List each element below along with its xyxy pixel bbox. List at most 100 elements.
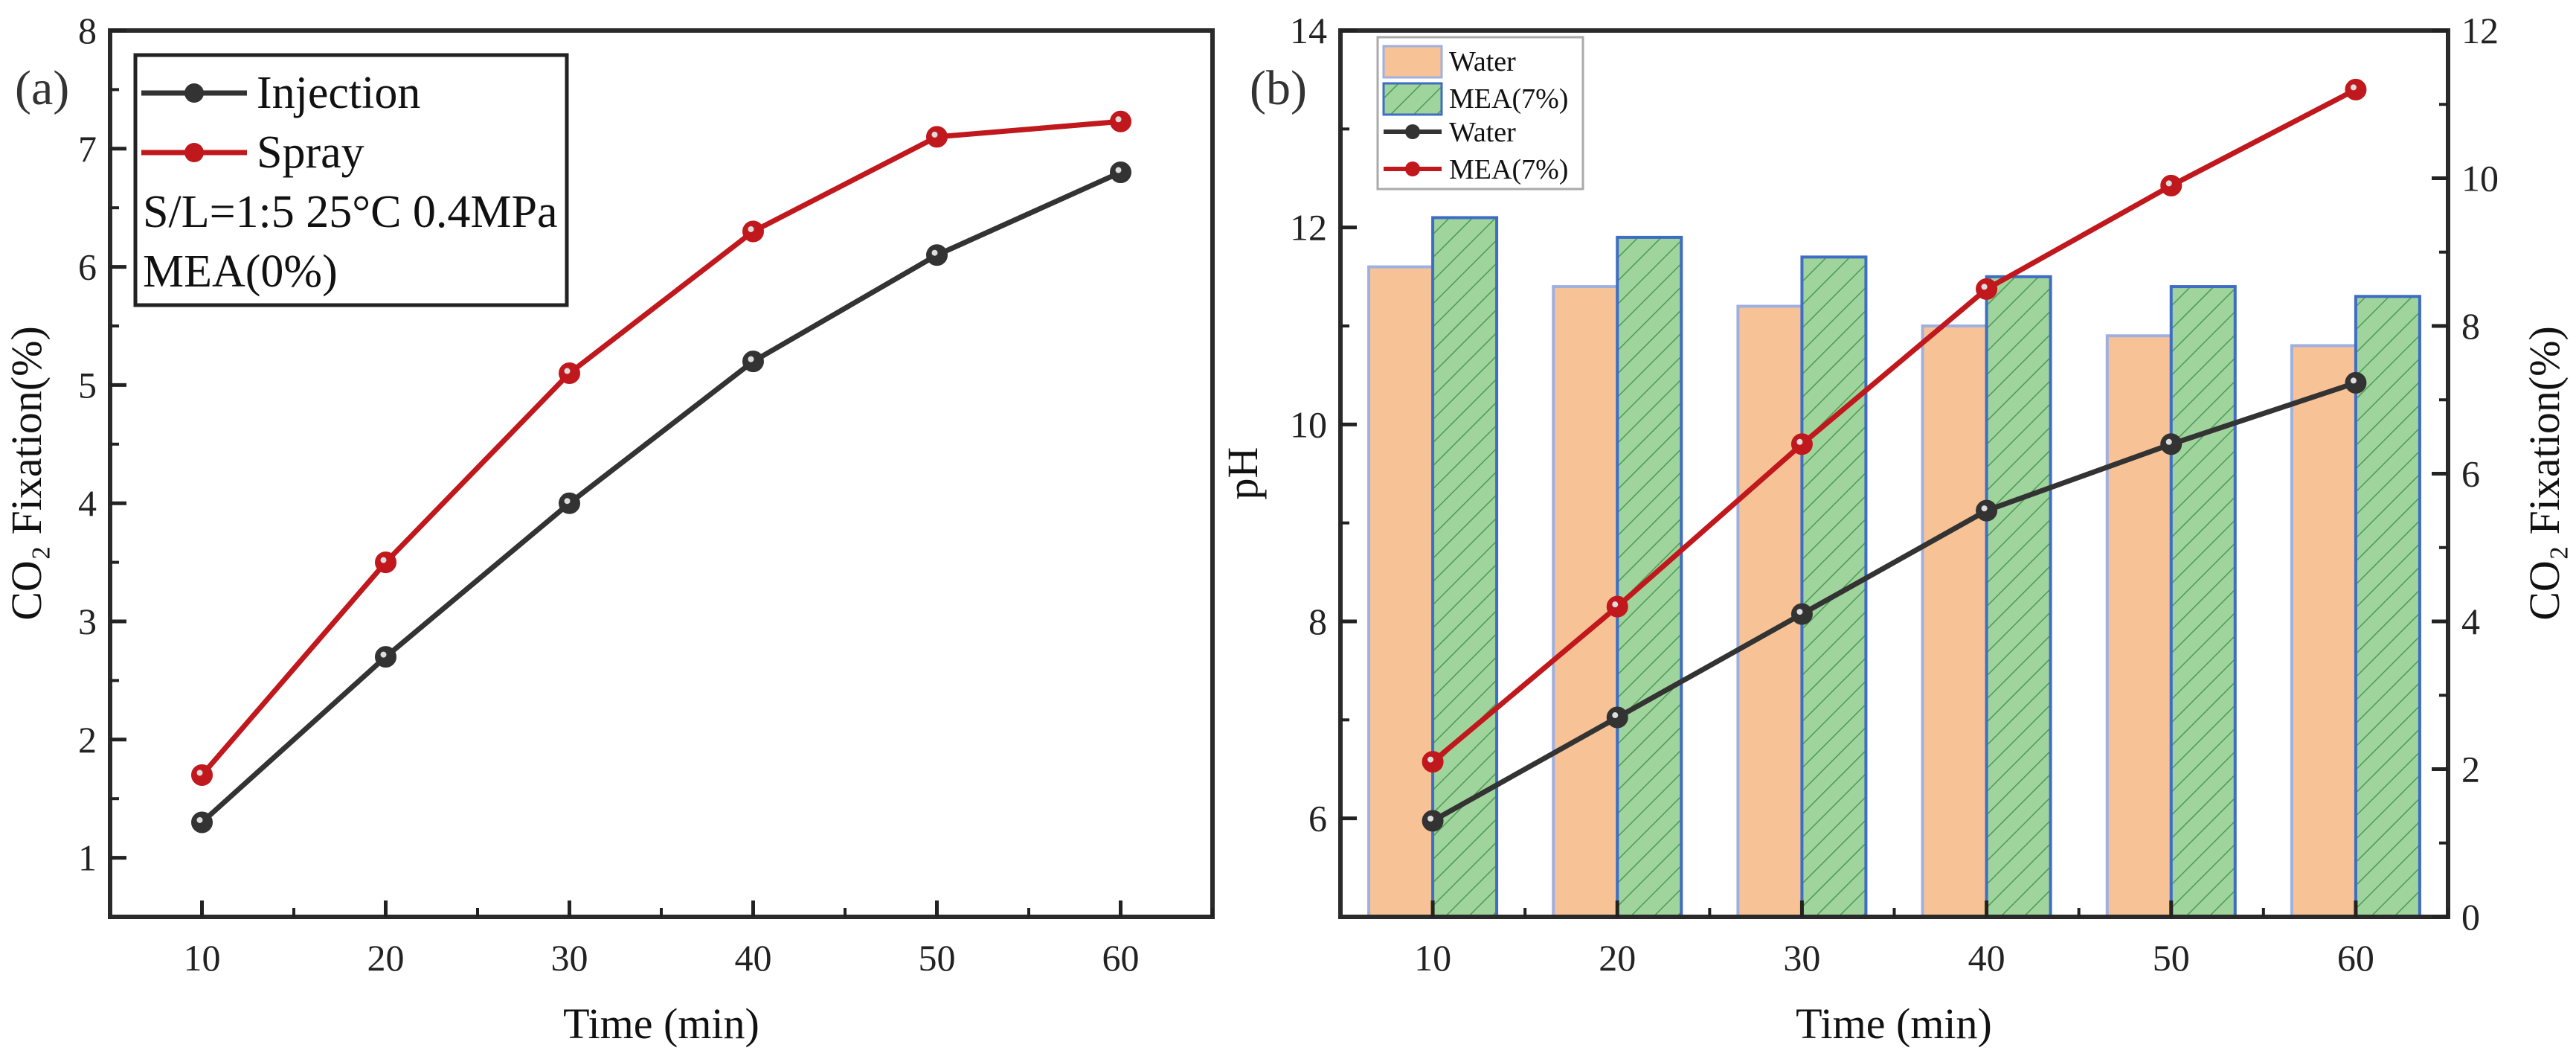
y-tick-label: 8 <box>2461 305 2480 347</box>
y-tick-label: 12 <box>1290 207 1327 249</box>
line-series-1-point-highlight <box>1796 438 1803 445</box>
bar-water <box>2105 334 2173 918</box>
y-tick-label: 6 <box>2461 453 2480 495</box>
series-injection-point-highlight <box>380 651 387 658</box>
series-spray-point <box>375 551 396 574</box>
legend: Injection Spray S/L=1:5 25°C 0.4MPa MEA(0%) <box>133 53 569 307</box>
legend-annotation: MEA(0%) <box>143 246 338 297</box>
series-spray-point <box>742 220 764 243</box>
y-tick-label: 12 <box>2461 10 2499 51</box>
bar-mea <box>2354 295 2421 918</box>
series-spray-point-highlight <box>564 368 571 374</box>
line-series-1-point <box>1976 278 1998 300</box>
series-spray-point <box>559 362 580 385</box>
line-series-1-point-highlight <box>1427 756 1434 763</box>
line-series-0-point-highlight <box>1981 505 1988 512</box>
legend-marker-1 <box>1405 161 1420 176</box>
series-injection-point-highlight <box>1115 167 1122 173</box>
legend-label: MEA(7%) <box>1449 154 1568 185</box>
y-tick-label: 6 <box>78 246 97 288</box>
line-series-1-point-highlight <box>2165 180 2172 187</box>
legend-label: Water <box>1449 117 1516 148</box>
y-tick-label: 10 <box>1290 403 1327 445</box>
x-tick-label: 10 <box>184 937 221 979</box>
y-tick-label: 7 <box>78 128 97 170</box>
line-series-1-line <box>1430 87 2357 764</box>
line-series-0-point <box>2345 371 2367 394</box>
x-tick-label: 50 <box>2153 937 2190 979</box>
line-series-1-point <box>2160 174 2182 196</box>
legend-annotation: S/L=1:5 25°C 0.4MPa <box>143 187 558 237</box>
series-injection-point-highlight <box>931 249 938 256</box>
legend-marker-0 <box>184 83 204 103</box>
y-tick-label: 3 <box>78 601 97 642</box>
series-injection-point-highlight <box>564 498 571 505</box>
x-tick-label: 50 <box>919 937 956 979</box>
line-series-1-point <box>1790 433 1813 455</box>
series-injection-point <box>191 811 213 834</box>
y-tick-label: 10 <box>2461 158 2499 199</box>
bar-water <box>1736 304 1804 918</box>
bar-water <box>2290 344 2357 918</box>
series-spray-point-highlight <box>1115 116 1122 123</box>
x-tick-label: 40 <box>735 937 772 979</box>
x-tick-label: 40 <box>1968 937 2005 979</box>
bar-water <box>1921 324 1988 918</box>
legend-swatch-0 <box>1382 45 1443 79</box>
panel-b-chart: (b) Time (min) pH CO₂ Fixation(%) 10 20 30… <box>1218 10 2569 1048</box>
line-series-0-point <box>1976 499 1998 522</box>
y-tick-label: 2 <box>2461 749 2480 790</box>
series-injection-point <box>559 492 580 514</box>
line-series-0-point <box>1422 810 1444 832</box>
panel-b-right-y-axis-title: CO₂ Fixation(%) <box>2520 326 2569 621</box>
panel-a-y-axis-title: CO₂ Fixation(%) <box>2 326 51 621</box>
y-tick-label: 1 <box>78 837 97 879</box>
series-spray-line <box>199 118 1121 777</box>
y-tick-label: 14 <box>1290 10 1327 51</box>
panel-b-label: (b) <box>1250 61 1307 115</box>
bar-mea <box>1431 216 1499 918</box>
line-series-0-point <box>1606 706 1628 729</box>
bar-mea <box>2169 285 2237 919</box>
series-injection-point-highlight <box>196 816 203 823</box>
series-spray-point-highlight <box>931 131 938 138</box>
line-series-1-point <box>1422 751 1444 773</box>
line-series-1-point-highlight <box>1612 601 1619 608</box>
series-spray-point-highlight <box>380 557 387 563</box>
legend-swatch-1 <box>1382 82 1443 116</box>
legend-label: MEA(7%) <box>1449 83 1568 115</box>
line-series-1-point-highlight <box>1981 284 1988 290</box>
line-series-0-point <box>1790 603 1813 625</box>
y-tick-label: 6 <box>1308 798 1327 839</box>
x-tick-label: 10 <box>1414 937 1451 979</box>
x-tick-label: 20 <box>1599 937 1636 979</box>
series-spray-point <box>926 126 948 148</box>
series-injection-line <box>200 170 1122 825</box>
x-tick-label: 30 <box>1783 937 1820 979</box>
line-series-1-point-highlight <box>2350 84 2357 91</box>
line-series-0-point-highlight <box>1612 712 1619 719</box>
line-series-1-point <box>1606 595 1628 618</box>
legend-marker-0 <box>1405 124 1420 139</box>
series-injection-point-highlight <box>748 356 754 362</box>
x-tick-label: 60 <box>2337 937 2374 979</box>
y-tick-label: 4 <box>78 482 97 524</box>
series-injection-point <box>1110 161 1131 184</box>
x-tick-label: 20 <box>367 937 405 979</box>
y-tick-label: 4 <box>2461 601 2480 642</box>
line-series-0-point <box>2160 433 2182 455</box>
line-series-0-line <box>1431 380 2357 824</box>
series-injection-point <box>375 646 396 668</box>
series-spray-point <box>191 764 213 786</box>
panel-b-left-y-axis-title: pH <box>1218 447 1267 500</box>
x-tick-label: 60 <box>1102 937 1140 979</box>
x-tick-label: 30 <box>551 937 588 979</box>
y-tick-label: 0 <box>2461 896 2480 938</box>
panel-a-label: (a) <box>15 61 69 115</box>
series-injection-point <box>926 244 948 266</box>
bar-mea <box>1800 255 1868 919</box>
legend-label: Water <box>1449 46 1516 77</box>
panel-b-x-axis-title: Time (min) <box>1796 999 1992 1048</box>
series-spray-point <box>1110 110 1131 132</box>
